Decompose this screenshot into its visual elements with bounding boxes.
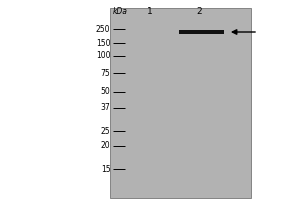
Text: 37: 37	[101, 104, 110, 112]
Text: 150: 150	[96, 38, 110, 47]
Text: 50: 50	[101, 88, 110, 97]
Bar	[178, 30, 224, 34]
Text: kDa: kDa	[112, 6, 128, 16]
Text: 15: 15	[101, 164, 110, 173]
Text: 75: 75	[101, 68, 110, 77]
Text: 1: 1	[147, 6, 153, 16]
Bar	[110, 8, 250, 198]
Text: 25: 25	[101, 127, 110, 136]
Text: 20: 20	[101, 142, 110, 150]
Text: 2: 2	[197, 6, 202, 16]
Text: 100: 100	[96, 51, 110, 60]
Text: 250: 250	[96, 24, 110, 33]
